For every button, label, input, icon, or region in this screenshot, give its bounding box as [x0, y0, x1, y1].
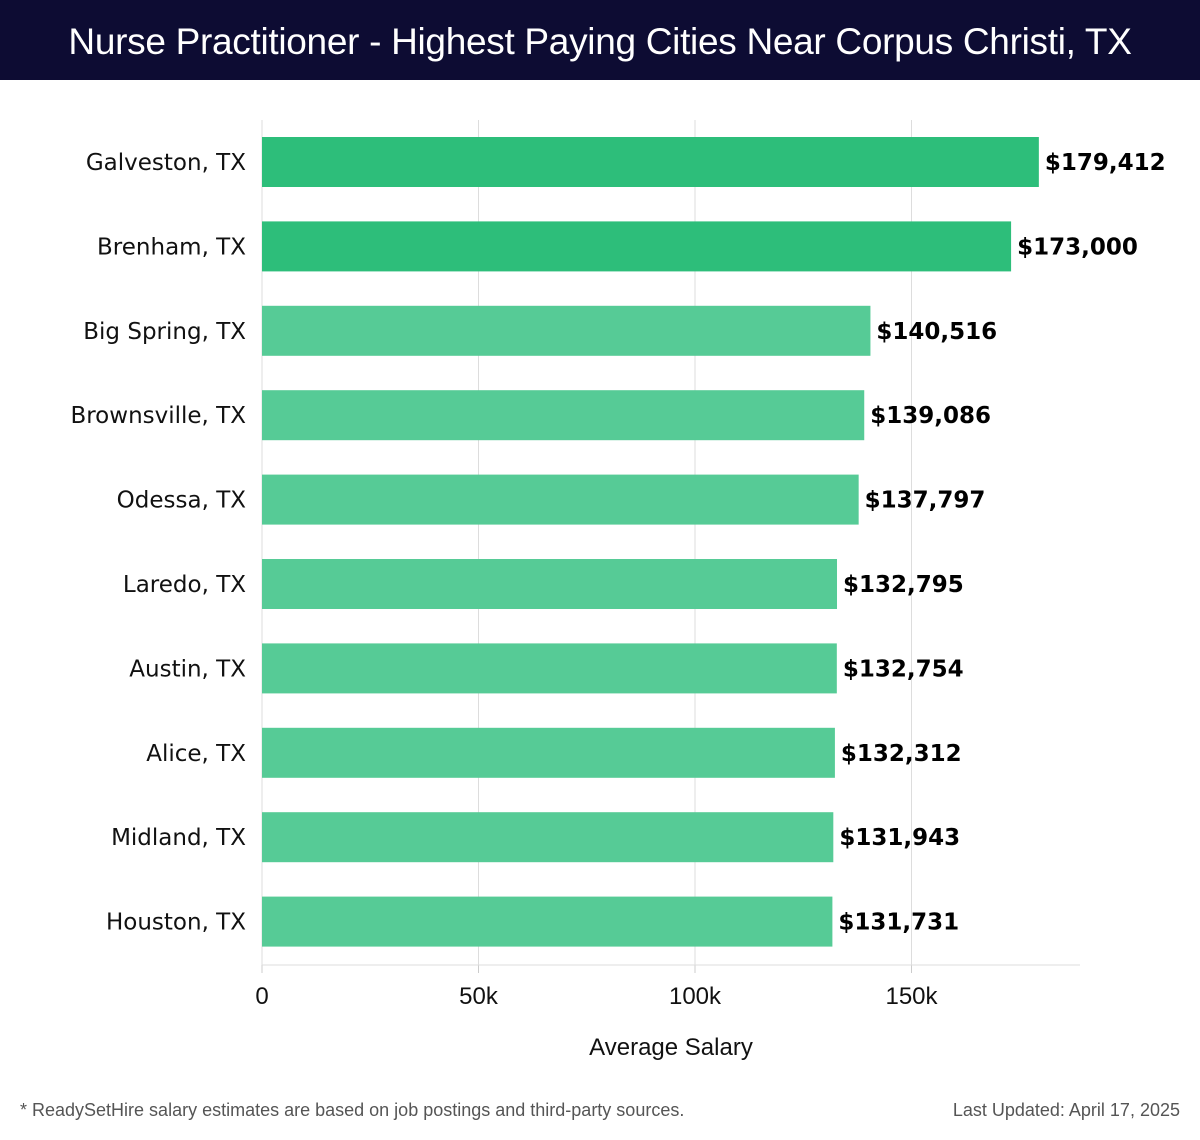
x-axis: 0 50k 100k 150k: [255, 964, 1080, 1010]
value-label: $132,754: [843, 656, 964, 682]
value-label: $179,412: [1045, 150, 1166, 176]
bar: [262, 221, 1012, 272]
category-label: Midland, TX: [111, 825, 246, 851]
bar: [262, 137, 1039, 187]
x-tick-label: 150k: [885, 983, 938, 1010]
category-label: Brownsville, TX: [70, 403, 246, 429]
value-label: $132,312: [841, 741, 962, 767]
bar: [262, 474, 859, 525]
x-tick-label: 0: [255, 983, 268, 1010]
x-tick-label: 100k: [669, 983, 722, 1010]
value-label: $132,795: [843, 572, 964, 598]
footnote: * ReadySetHire salary estimates are base…: [20, 1100, 685, 1120]
bars: [262, 137, 1039, 947]
value-label: $173,000: [1017, 234, 1138, 260]
category-labels: Galveston, TX Brenham, TX Big Spring, TX Br…: [70, 150, 246, 936]
x-axis-title: Average Salary: [589, 1034, 753, 1061]
value-labels: $179,412 $173,000 $140,516 $139,086 $137,797…: [838, 150, 1165, 936]
category-label: Brenham, TX: [97, 234, 246, 260]
value-label: $140,516: [876, 319, 997, 345]
x-tick-label: 50k: [459, 983, 499, 1010]
bar: [262, 559, 838, 609]
category-label: Laredo, TX: [123, 572, 246, 598]
category-label: Odessa, TX: [117, 488, 247, 514]
value-label: $131,943: [839, 825, 960, 851]
bar: [262, 896, 833, 947]
category-label: Big Spring, TX: [83, 319, 246, 345]
header-bar: [0, 0, 1200, 80]
category-label: Houston, TX: [106, 910, 246, 936]
bar: [262, 390, 865, 441]
category-label: Galveston, TX: [86, 150, 246, 176]
page-title: Nurse Practitioner - Highest Paying Citi…: [68, 21, 1132, 62]
category-label: Austin, TX: [129, 656, 246, 682]
bar: [262, 727, 835, 778]
value-label: $131,731: [838, 910, 959, 936]
bar-chart: Galveston, TX Brenham, TX Big Spring, TX Br…: [70, 120, 1166, 1061]
bar: [262, 305, 871, 356]
value-label: $137,797: [865, 488, 986, 514]
value-label: $139,086: [870, 403, 991, 429]
bar: [262, 643, 837, 694]
category-label: Alice, TX: [146, 741, 246, 767]
bar: [262, 812, 834, 863]
last-updated: Last Updated: April 17, 2025: [952, 1100, 1180, 1120]
